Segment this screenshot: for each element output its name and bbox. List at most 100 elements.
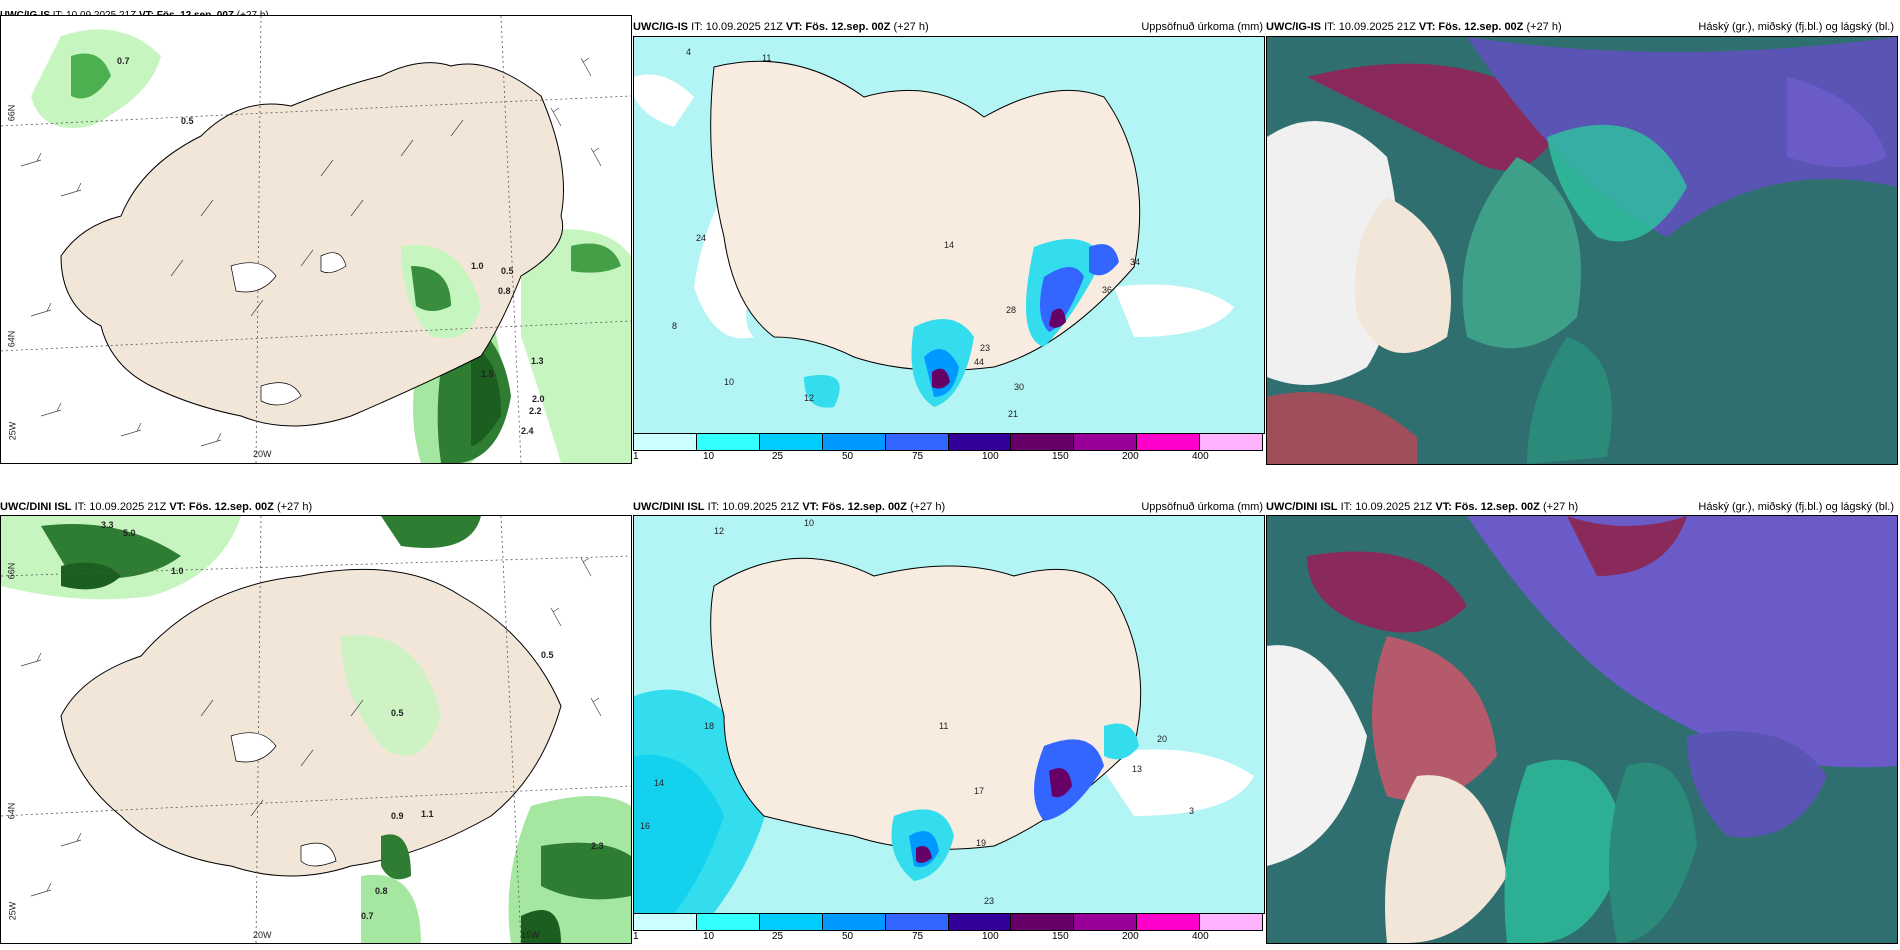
valid-time: VT: Fös. 12.sep. 00Z [1435,501,1540,513]
value-label: 14 [654,778,665,788]
colorbar [633,913,1263,931]
panel-title: UWC/IG-IS IT: 10.09.2025 21Z VT: Fös. 12… [1266,20,1562,34]
value-label: 10 [724,377,735,387]
map-precip-top: 24 14 28 36 34 44 30 23 21 12 10 8 4 11 [633,36,1265,434]
value-label: 0.9 [391,811,404,821]
value-label: 0.5 [181,116,194,126]
clouds-map-svg [1267,516,1897,943]
colorbar-tick: 10 [703,451,715,462]
value-label: 5.0 [123,528,136,538]
lon-label: 25W [7,901,18,921]
clouds-map-svg [1267,37,1897,464]
value-label: 16 [640,821,651,831]
init-time: IT: 10.09.2025 21Z [707,501,800,513]
lon-label: 20W [253,930,272,940]
colorbar-tick: 400 [1192,931,1209,942]
model-name: UWC/IG-IS [1266,21,1321,33]
value-label: 3 [1189,806,1195,816]
value-label: 12 [714,526,725,536]
value-label: 8 [672,321,678,331]
value-label: 23 [984,896,995,906]
panel-variable: Uppsöfnuð úrkoma (mm) [1141,21,1263,33]
panel-title: UWC/DINI ISL IT: 10.09.2025 21Z VT: Fös.… [633,500,945,514]
model-name: UWC/DINI ISL [633,501,705,513]
panel-variable: Háský (gr.), miðský (fj.bl.) og lágský (… [1698,501,1894,513]
lat-label: 64N [6,330,17,348]
value-label: 12 [804,393,815,403]
value-label: 11 [762,53,772,63]
model-name: UWC/IG-IS [633,21,688,33]
panel-title: UWC/DINI ISL IT: 10.09.2025 21Z VT: Fös.… [0,500,312,514]
value-label: 17 [974,786,985,796]
init-time: IT: 10.09.2025 21Z [1340,501,1433,513]
wind-map-svg [1,16,631,463]
value-label: 44 [974,357,985,367]
colorbar-tick: 200 [1122,931,1139,942]
colorbar-tick: 150 [1052,451,1069,462]
value-label: 0.7 [361,911,374,921]
value-label: 1.3 [531,356,544,366]
model-name: UWC/DINI ISL [0,501,72,513]
map-clouds-top [1266,36,1898,465]
value-label: 0.7 [117,56,130,66]
value-label: 23 [980,343,991,353]
value-label: 14 [944,240,955,250]
init-time: IT: 10.09.2025 21Z [1324,21,1416,33]
map-clouds-bottom [1266,515,1898,944]
colorbar-tick: 100 [982,451,999,462]
colorbar-tick: 100 [982,931,999,942]
value-label: 0.5 [541,650,554,660]
value-label: 1.0 [471,261,484,271]
value-label: 18 [704,721,715,731]
lon-label: 15W [521,930,540,940]
colorbar-tick: 1 [633,931,639,942]
valid-time: VT: Fös. 12.sep. 00Z [785,21,891,33]
value-label: 0.5 [501,266,514,276]
value-label: 10 [804,518,815,528]
lat-label: 66N [6,104,17,122]
colorbar-tick: 400 [1192,451,1209,462]
value-label: 28 [1006,305,1017,315]
lead-time: (+27 h) [276,501,313,513]
panel-variable: Háský (gr.), miðský (fj.bl.) og lágský (… [1698,21,1894,33]
precip-map-svg [634,557,1254,913]
value-label: 1.5 [481,369,494,379]
colorbar-tick: 75 [912,931,924,942]
colorbar-tick: 25 [772,451,784,462]
value-label: 20 [1157,734,1168,744]
value-label: 3.3 [101,520,114,530]
value-label: 0.8 [498,286,511,296]
map-wind-top: 0.7 0.5 1.0 0.5 0.8 2.2 2.0 1.5 1.3 2.4 … [0,15,632,464]
panel-variable: Uppsöfnuð úrkoma (mm) [1141,501,1263,513]
value-label: 1.1 [421,809,434,819]
value-label: 4 [686,47,692,57]
colorbar [633,433,1263,451]
value-label: 19 [976,838,987,848]
value-label: 2.4 [521,426,534,436]
lon-label: 20W [253,449,272,459]
valid-time: VT: Fös. 12.sep. 00Z [802,501,907,513]
init-time: IT: 10.09.2025 21Z [74,501,167,513]
lon-label: 25W [7,421,18,441]
value-label: 30 [1014,382,1025,392]
lat-label: 64N [6,802,17,820]
lead-time: (+27 h) [1542,501,1579,513]
model-name: UWC/DINI ISL [1266,501,1338,513]
value-label: 36 [1102,285,1113,295]
map-wind-bottom: 3.3 5.0 1.0 0.5 0.5 0.9 1.1 0.8 0.7 2.3 … [0,515,632,944]
lat-label: 66N [6,562,17,580]
value-label: 1.0 [171,566,184,576]
panel-title: UWC/IG-IS IT: 10.09.2025 21Z VT: Fös. 12… [633,20,929,34]
value-label: 2.3 [591,841,604,851]
value-label: 13 [1132,764,1143,774]
colorbar-tick: 150 [1052,931,1069,942]
colorbar-tick: 50 [842,451,854,462]
value-label: 2.0 [532,394,545,404]
map-precip-bottom: 12 10 18 16 14 17 19 23 11 20 13 3 [633,515,1265,914]
value-label: 24 [696,233,707,243]
valid-time: VT: Fös. 12.sep. 00Z [1418,21,1524,33]
value-label: 34 [1130,257,1141,267]
value-label: 11 [939,721,949,731]
value-label: 2.2 [529,406,542,416]
wind-map-svg [1,516,631,943]
